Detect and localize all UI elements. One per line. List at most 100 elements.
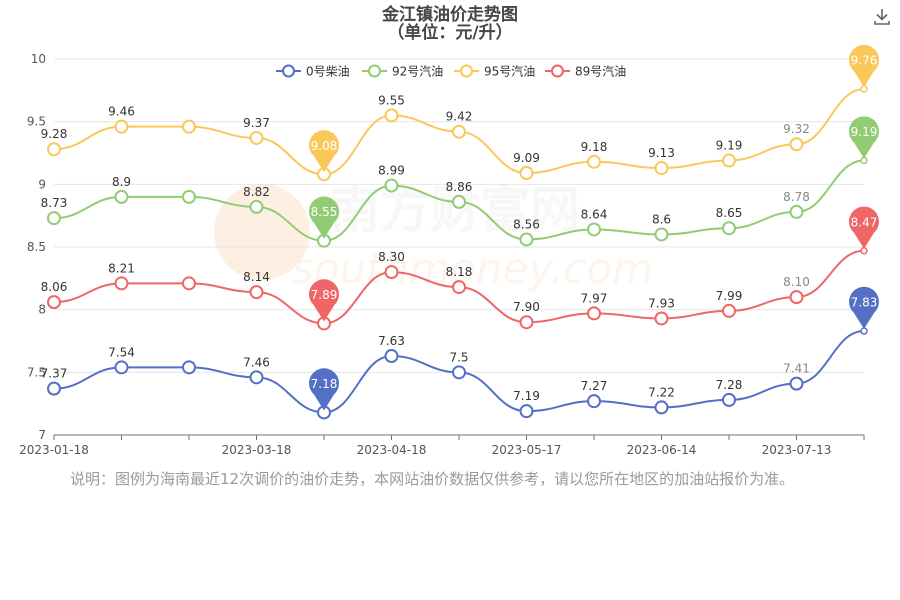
data-point [114,189,129,204]
data-label: 8.64 [581,207,608,221]
data-point [114,119,129,134]
x-tick-label: 2023-01-18 [19,443,89,457]
pin-label: 8.55 [311,205,338,219]
data-point [519,315,534,330]
data-label: 8.14 [243,270,270,284]
data-label: 8.21 [108,261,135,275]
pin-label: 9.76 [851,54,878,68]
x-tick-label: 2023-07-13 [762,443,832,457]
y-tick-label: 7.5 [27,365,46,379]
data-label: 8.73 [41,196,68,210]
data-point [182,119,196,134]
pin-shape [309,196,339,239]
x-tick-label: 2023-06-14 [627,443,697,457]
data-label: 9.13 [648,146,675,160]
data-point [249,130,264,145]
data-label: 9.55 [378,93,405,107]
pin-shape [309,279,339,322]
pin-shape [849,206,880,249]
data-label: 9.46 [108,105,135,119]
y-tick-label: 8.5 [27,240,46,254]
data-label: 8.56 [513,217,540,231]
pin-label: 9.08 [311,139,338,153]
pin-marker: 9.19 [849,116,880,159]
data-point [654,161,669,176]
chart-title: 金江镇油价走势图 [382,5,518,25]
data-point [587,154,601,169]
data-point [182,360,196,375]
pin-label: 7.89 [311,288,338,302]
data-point [722,221,736,236]
data-point [789,290,804,305]
pin-label: 8.47 [851,215,878,229]
data-point [654,227,669,242]
data-label: 7.27 [581,379,608,393]
data-label: 8.6 [652,212,671,226]
data-point [519,404,534,419]
y-tick-label: 9 [38,177,46,191]
pin-marker: 8.47 [849,206,880,249]
data-point [654,400,669,415]
data-label: 7.41 [783,362,810,376]
data-point [249,370,264,385]
data-label: 7.54 [108,345,135,359]
data-point [452,280,466,295]
data-point [452,194,466,209]
data-label: 9.19 [716,139,743,153]
data-label: 8.10 [783,275,810,289]
data-point [789,376,804,391]
pin-marker: 8.55 [309,196,339,239]
data-label: 7.90 [513,300,540,314]
chart-subtitle: （单位：元/升） [387,23,513,43]
data-point [722,153,736,168]
legend-marker [282,64,295,78]
data-point [384,178,399,193]
data-label: 7.28 [716,378,743,392]
legend-label: 95号汽油 [484,64,535,79]
y-tick-label: 9.5 [27,115,46,129]
data-point [519,166,534,181]
watermark: 南方财富网 southmoney.com [214,181,653,293]
data-label: 8.82 [243,185,270,199]
legend-label: 89号汽油 [575,64,626,79]
data-label: 8.9 [112,175,131,189]
data-point [789,204,804,219]
data-label: 8.65 [716,206,743,220]
y-tick-label: 8 [38,303,46,317]
data-label: 7.37 [41,367,68,381]
pin-marker: 7.89 [309,279,339,322]
data-point [249,285,264,300]
data-label: 7.22 [648,385,675,399]
data-label: 8.99 [378,164,405,178]
y-tick-label: 10 [31,52,46,66]
data-point [114,276,129,291]
pin-label: 7.18 [311,377,338,391]
data-point [384,265,399,280]
legend-marker [551,64,564,78]
data-label: 8.18 [446,265,473,279]
data-label: 7.97 [581,291,608,305]
x-tick-label: 2023-04-18 [357,443,427,457]
x-tick-label: 2023-05-17 [492,443,562,457]
data-point [587,306,601,321]
data-point [722,392,736,407]
data-label: 9.37 [243,116,270,130]
data-label: 7.46 [243,355,270,369]
data-label: 7.19 [513,389,540,403]
data-point [182,189,196,204]
pin-label: 9.19 [851,125,878,139]
data-label: 9.18 [581,140,608,154]
data-point [587,222,601,237]
pin-shape [849,44,880,88]
data-point [47,142,61,157]
data-label: 8.06 [41,280,68,294]
watermark-en: southmoney.com [292,244,653,293]
legend-label: 92号汽油 [392,64,443,79]
pin-shape [309,368,339,411]
data-point [519,232,534,247]
legend-label: 0号柴油 [306,65,350,79]
download-icon[interactable] [872,6,892,26]
pin-marker: 7.83 [849,286,880,329]
data-point [114,360,129,375]
